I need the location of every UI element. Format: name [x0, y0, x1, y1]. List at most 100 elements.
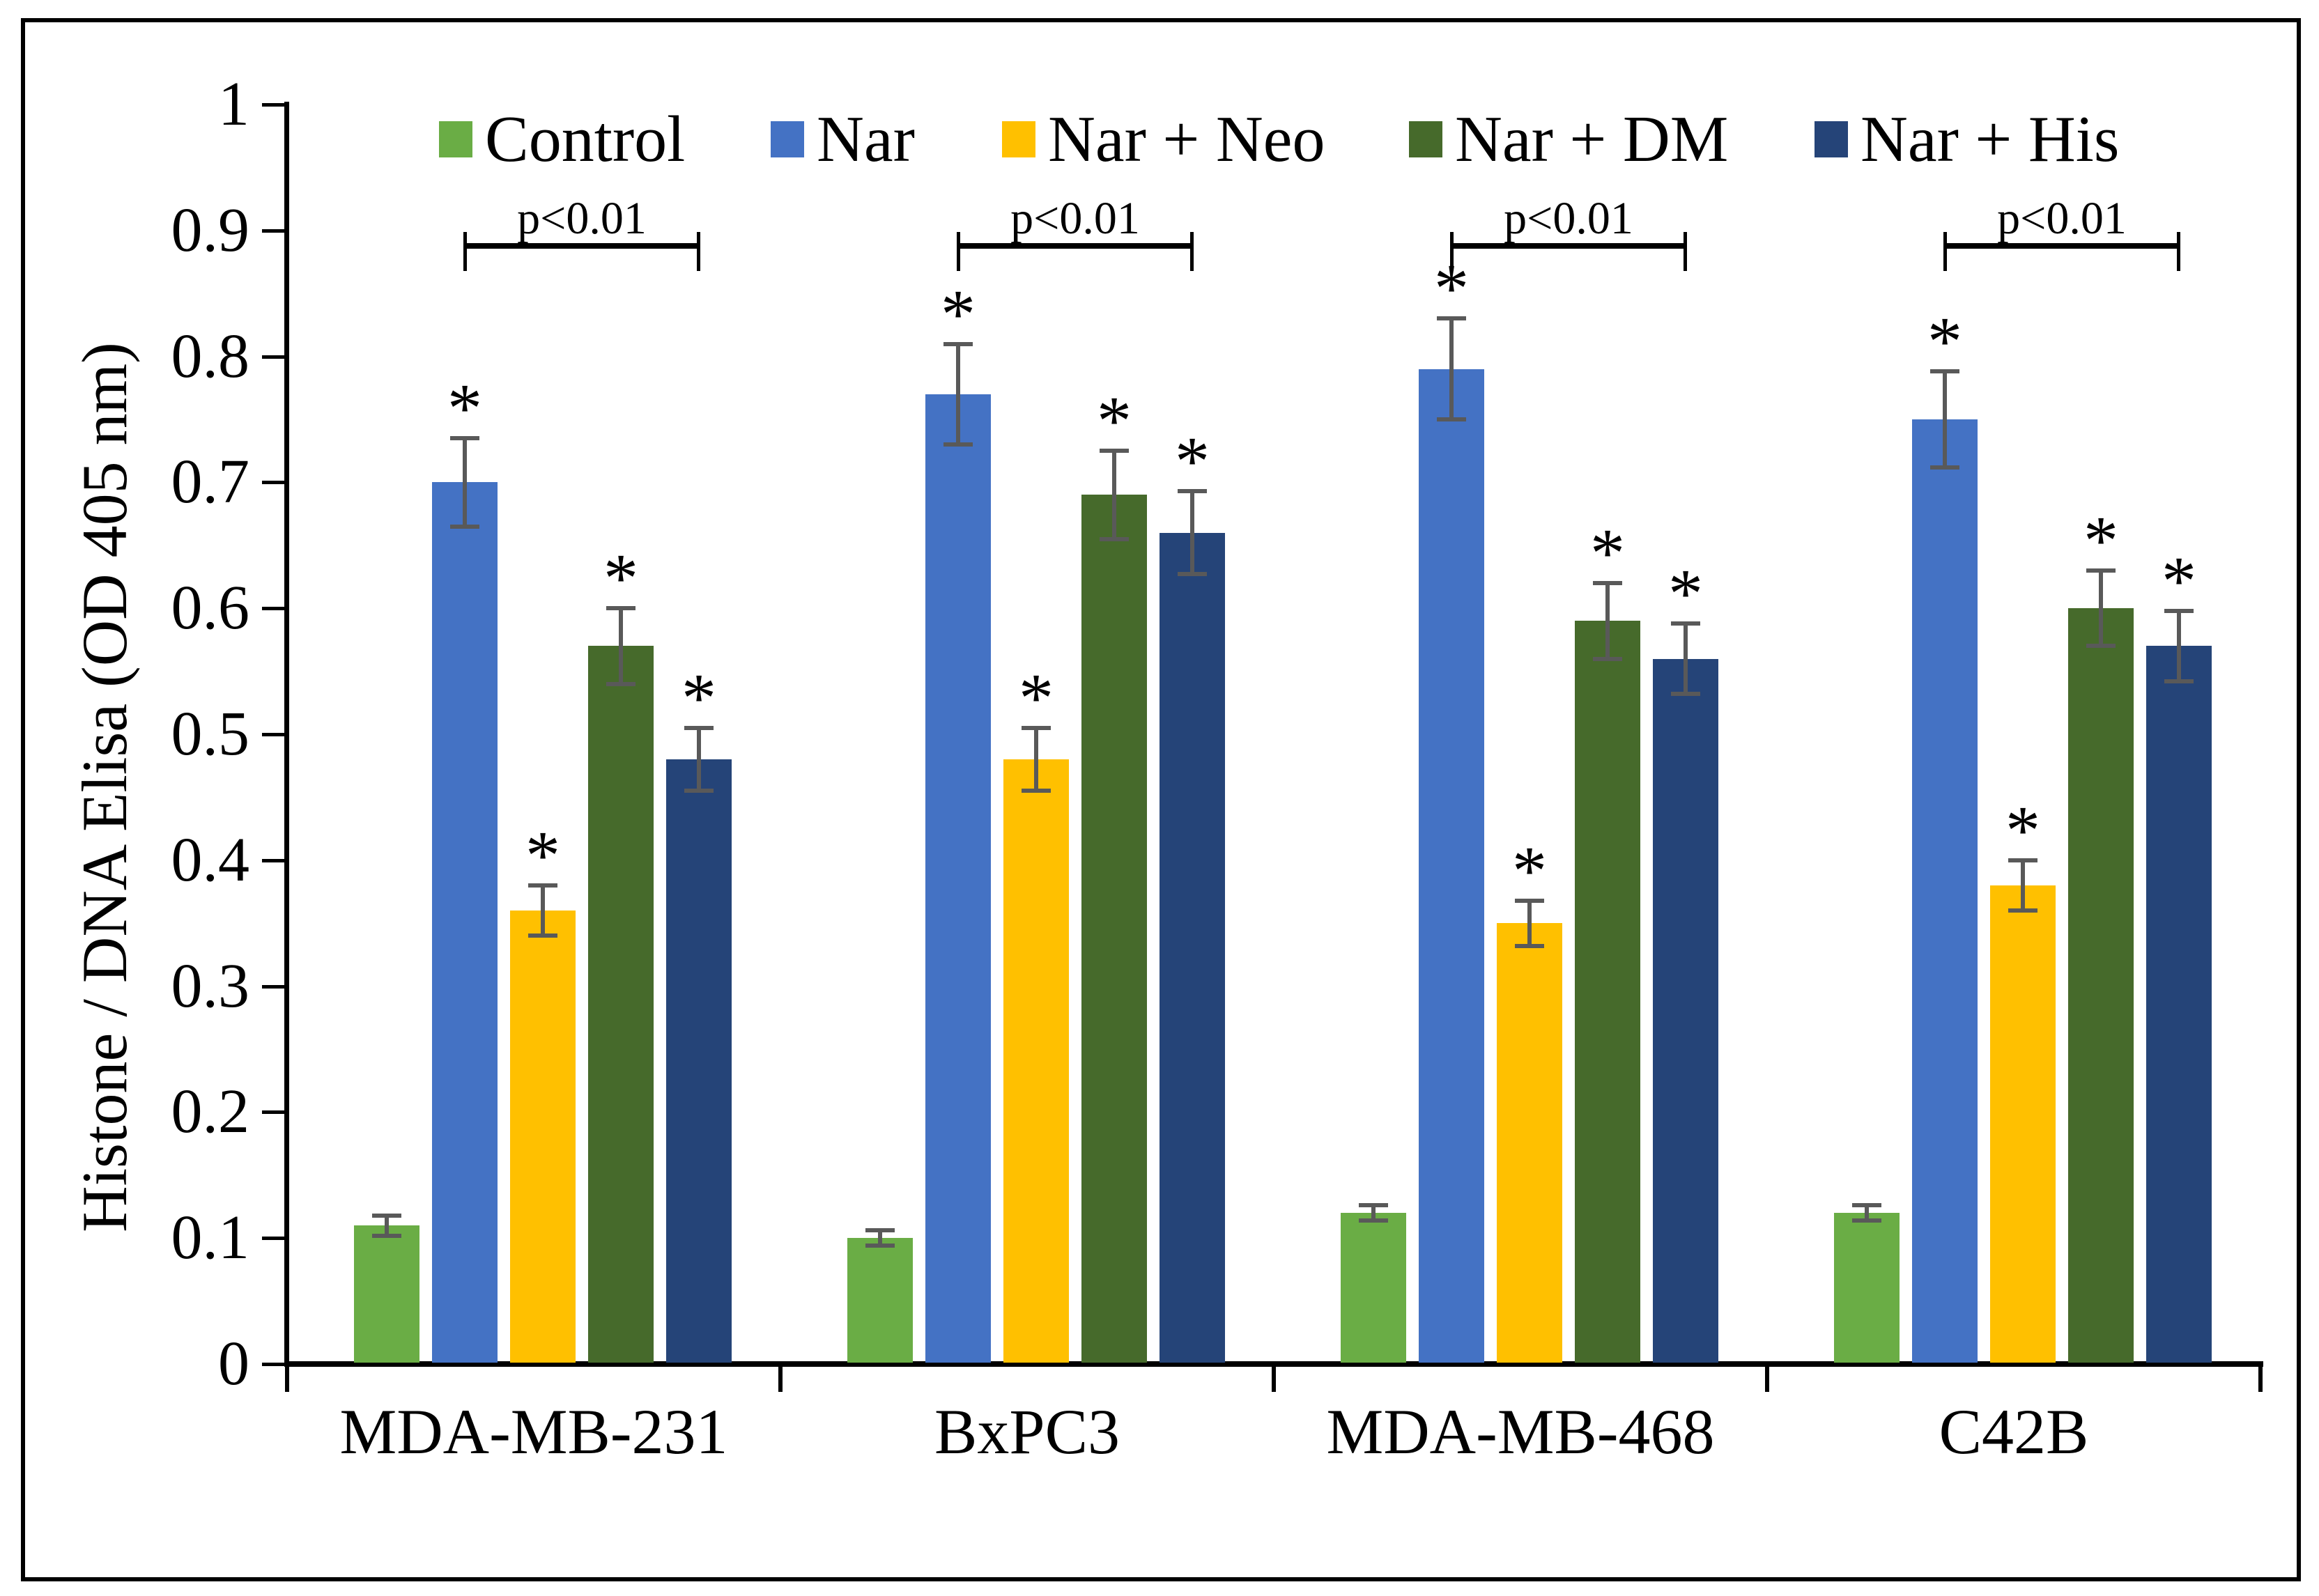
bar-nar-mda-mb-231 — [432, 482, 498, 1363]
significance-star: * — [681, 658, 716, 736]
y-tick-label: 0.8 — [171, 321, 250, 391]
bar-nar-neo-mda-mb-231 — [510, 911, 576, 1363]
bar-control-mda-mb-231 — [354, 1225, 419, 1363]
error-bar-cap-top — [2008, 858, 2037, 862]
p-bracket-tick-left — [1450, 232, 1454, 271]
error-bar-cap-bottom — [1178, 572, 1207, 577]
error-bar-stem — [1449, 318, 1454, 419]
p-value-label: p<0.01 — [1010, 193, 1140, 244]
error-bar-cap-bottom — [1437, 417, 1466, 421]
p-bracket-tick-left — [1943, 232, 1947, 271]
bar-nar-neo-c42b — [1990, 885, 2056, 1363]
y-tick — [262, 355, 287, 359]
error-bar-cap-top — [528, 883, 557, 888]
error-bar-cap-bottom — [2086, 644, 2116, 649]
error-bar-stem — [2177, 610, 2181, 682]
error-bar-stem — [1943, 371, 1947, 467]
error-bar-cap-bottom — [606, 681, 635, 686]
error-bar-cap-top — [606, 606, 635, 611]
y-tick-label: 0 — [218, 1329, 249, 1398]
error-bar-stem — [619, 608, 623, 684]
error-bar-cap-top — [2086, 568, 2116, 573]
significance-star: * — [603, 539, 638, 617]
y-tick — [262, 481, 287, 485]
y-tick — [262, 733, 287, 736]
p-bracket-line — [465, 243, 699, 249]
bar-control-c42b — [1834, 1213, 1900, 1363]
p-bracket-tick-left — [463, 232, 467, 271]
legend-marker-nar-his — [1815, 121, 1848, 157]
p-bracket-tick-right — [1684, 232, 1687, 271]
error-bar-cap-top — [1359, 1203, 1388, 1208]
error-bar-cap-bottom — [684, 789, 714, 793]
error-bar-cap-top — [684, 725, 714, 730]
error-bar-stem — [1190, 491, 1194, 575]
legend-item-control: Control — [439, 103, 685, 176]
x-category-label-mda-mb-468: MDA-MB-468 — [1326, 1396, 1715, 1467]
significance-star: * — [1668, 554, 1703, 632]
x-tick — [1272, 1367, 1276, 1392]
bar-nar-his-bxpc3 — [1160, 532, 1225, 1363]
error-bar-cap-top — [1930, 369, 1959, 374]
legend-item-nar-neo: Nar + Neo — [1002, 103, 1325, 176]
error-bar-cap-top — [2164, 608, 2194, 613]
error-bar-cap-bottom — [865, 1244, 895, 1248]
x-tick — [1765, 1367, 1769, 1392]
legend-item-nar-his: Nar + His — [1815, 103, 2120, 176]
significance-star: * — [941, 274, 976, 352]
x-tick — [2258, 1367, 2263, 1392]
bar-nar-neo-mda-mb-468 — [1497, 923, 1562, 1363]
x-category-label-mda-mb-231: MDA-MB-231 — [339, 1396, 728, 1467]
error-bar-cap-bottom — [1022, 789, 1051, 793]
bar-nar-mda-mb-468 — [1419, 369, 1484, 1363]
error-bar-cap-top — [865, 1228, 895, 1233]
error-bar-cap-top — [1178, 489, 1207, 494]
x-tick — [778, 1367, 783, 1392]
bar-nar-dm-mda-mb-231 — [588, 646, 654, 1363]
bar-nar-neo-bxpc3 — [1003, 759, 1069, 1363]
error-bar-stem — [385, 1215, 389, 1236]
y-tick-label: 0.6 — [171, 573, 250, 643]
error-bar-stem — [1605, 583, 1610, 659]
bar-nar-his-mda-mb-468 — [1653, 658, 1718, 1363]
error-bar-cap-bottom — [1852, 1218, 1881, 1223]
legend-marker-nar — [771, 121, 804, 157]
significance-star: * — [525, 816, 560, 894]
error-bar-cap-top — [1437, 316, 1466, 321]
error-bar-stem — [1034, 727, 1038, 791]
error-bar-cap-bottom — [1671, 692, 1700, 697]
significance-star: * — [2005, 791, 2040, 869]
error-bar-stem — [2099, 570, 2103, 646]
y-tick-label: 0.3 — [171, 951, 250, 1021]
y-tick — [262, 1110, 287, 1115]
error-bar-stem — [1865, 1205, 1869, 1221]
significance-star: * — [2083, 501, 2118, 579]
significance-star: * — [1175, 422, 1210, 500]
bar-nar-his-c42b — [2146, 646, 2212, 1363]
error-bar-cap-top — [1022, 725, 1051, 730]
p-bracket-line — [1451, 243, 1686, 249]
p-bracket-line — [1945, 243, 2179, 249]
legend-label-control: Control — [485, 103, 686, 176]
p-bracket-tick-right — [697, 232, 700, 271]
bar-nar-dm-c42b — [2068, 608, 2134, 1363]
significance-star: * — [2162, 541, 2196, 619]
y-tick-label: 0.2 — [171, 1077, 250, 1147]
error-bar-stem — [956, 343, 960, 445]
error-bar-stem — [1527, 900, 1532, 946]
y-tick — [262, 103, 287, 107]
error-bar-stem — [463, 438, 467, 527]
significance-star: * — [1434, 249, 1469, 327]
p-bracket-tick-left — [957, 232, 960, 271]
y-tick-label: 0.7 — [171, 447, 250, 517]
p-bracket-tick-right — [2177, 232, 2180, 271]
legend-label-nar-dm: Nar + DM — [1455, 103, 1729, 176]
bar-nar-c42b — [1912, 419, 1978, 1363]
legend-marker-nar-dm — [1409, 121, 1442, 157]
significance-star: * — [447, 369, 482, 447]
error-bar-cap-bottom — [943, 442, 973, 447]
legend-label-nar: Nar — [817, 103, 915, 176]
y-tick-label: 0.4 — [171, 825, 250, 894]
